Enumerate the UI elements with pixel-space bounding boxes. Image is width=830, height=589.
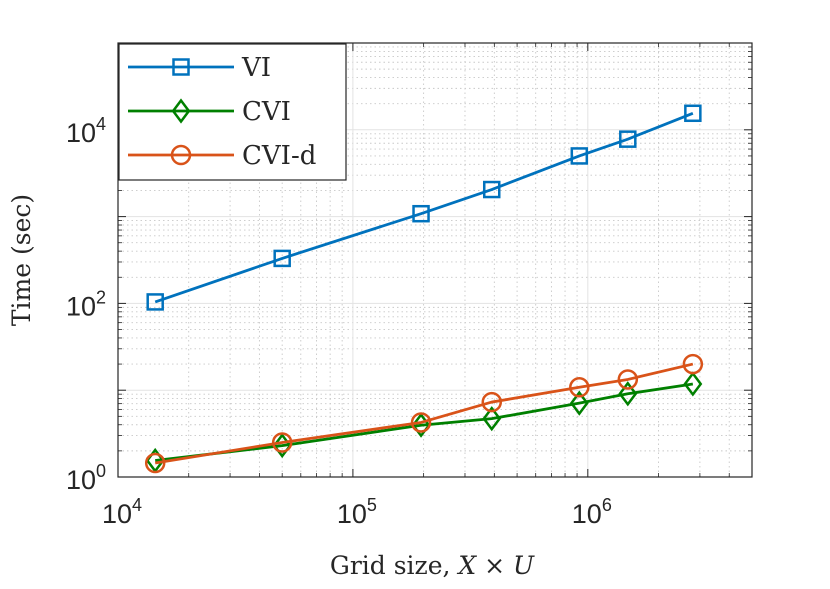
data-point-cvi-d-4 [569,377,590,398]
series-cvi-d [144,353,704,474]
data-point-vi-5 [619,130,637,148]
data-point-cvi-6 [683,371,703,397]
x-tick-label-6-base: 10 [572,499,602,529]
data-point-vi-0 [146,293,164,311]
x-tick-label-4-base: 10 [102,499,132,529]
plot-frame [117,42,753,478]
y-axis-label: Time (sec) [7,194,36,326]
series-line-cvi-d [154,362,694,465]
data-point-vi-6 [684,104,702,123]
data-point-cvi-d-0 [144,452,166,474]
data-point-cvi-d-1 [271,432,293,453]
x-tick-label-6-exponent: 6 [602,495,612,515]
y-tick-label-2-exponent: 2 [96,287,106,307]
series-vi [146,104,702,311]
x-tick-label-6: 106 [572,495,612,529]
x-tick-label-4-exponent: 4 [132,495,142,515]
data-point-vi-3 [482,180,501,199]
y-tick-label-0-exponent: 0 [96,461,106,481]
x-axis-label: Grid size, X × U [330,551,535,580]
data-point-cvi-3 [482,406,502,432]
data-point-cvi-d-3 [481,391,502,413]
data-point-cvi-4 [569,390,589,416]
legend-entry-vi: VI [128,53,271,83]
legend-entry-cvi-d: CVI-d [128,141,316,171]
y-tick-label-0: 100 [66,461,106,495]
data-point-cvi-d-2 [410,412,432,433]
data-point-cvi-d-5 [617,369,639,390]
legend-label-cvi: CVI [242,97,291,127]
data-point-cvi-5 [618,381,638,407]
y-tick-label-2-base: 10 [66,291,96,321]
y-tick-label-4-exponent: 4 [96,114,106,134]
legend: VI CVI CVI-d [118,43,347,181]
series-line-cvi [155,382,694,462]
legend-label-vi: VI [241,53,271,83]
y-tick-label-4-base: 10 [66,118,96,148]
legend-marker-cvi-d [170,144,192,166]
legend-marker-cvi [171,98,191,124]
legend-label-cvi-d: CVI-d [242,141,316,171]
legend-marker-vi [172,58,190,76]
y-tick-label-2: 102 [66,287,106,321]
y-tick-label-4: 104 [66,114,106,148]
legend-entry-cvi: CVI [128,97,291,127]
x-tick-label-5-exponent: 5 [367,495,377,515]
series-layer [144,104,704,474]
data-point-vi-4 [570,147,589,165]
data-point-cvi-d-6 [682,353,704,375]
data-point-vi-1 [273,249,291,268]
y-tick-label-0-base: 10 [66,465,96,495]
x-tick-label-5: 105 [337,495,377,529]
x-tick-label-5-base: 10 [337,499,367,529]
axis-ticks [117,42,753,478]
series-line-vi [154,111,694,304]
data-point-vi-2 [412,204,430,223]
x-tick-label-4: 104 [102,495,142,529]
